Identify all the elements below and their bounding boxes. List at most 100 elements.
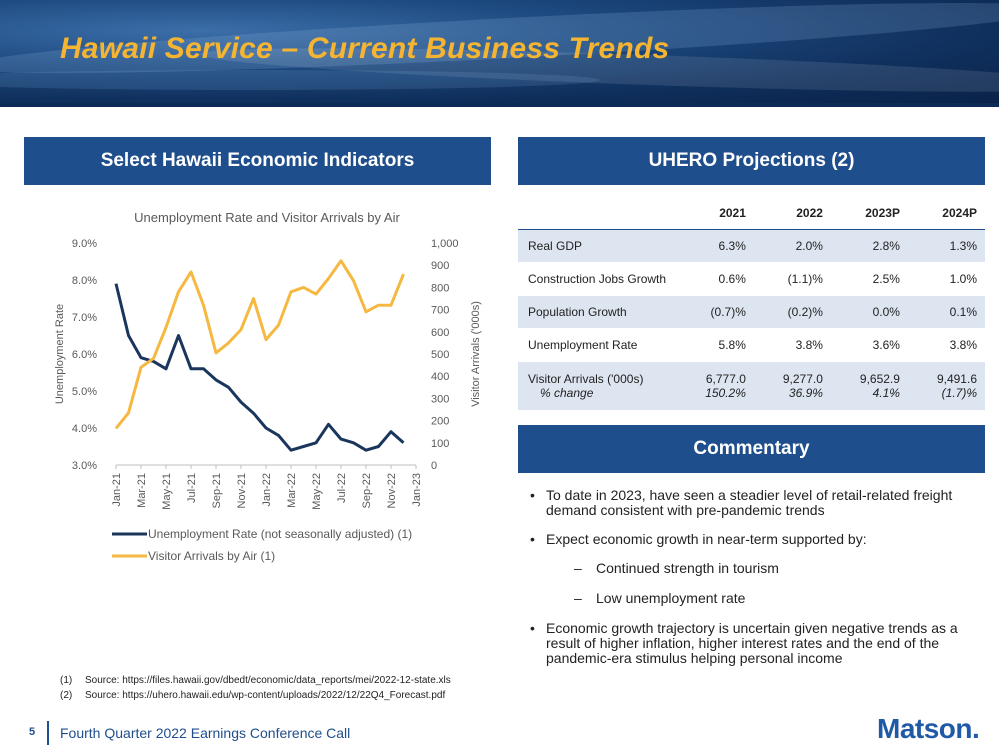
visitor-arrivals-line bbox=[114, 259, 405, 430]
list-item: • To date in 2023, have seen a steadier … bbox=[530, 487, 953, 518]
x-tick-label: Nov-22 bbox=[386, 473, 398, 508]
table-row: Visitor Arrivals ('000s) % change 6,777.… bbox=[518, 361, 985, 411]
x-tick-label: Jan-22 bbox=[261, 473, 273, 507]
legend-label-visitor: Visitor Arrivals by Air (1) bbox=[148, 549, 275, 563]
header-banner bbox=[0, 0, 999, 103]
footer-divider bbox=[47, 721, 49, 745]
y-tick-label-right: 100 bbox=[431, 438, 449, 450]
x-tick-label: Jan-21 bbox=[111, 473, 123, 507]
row-label: Unemployment Rate bbox=[518, 328, 676, 362]
list-item: • Economic growth trajectory is uncertai… bbox=[530, 620, 958, 666]
y-tick-label-right: 900 bbox=[431, 260, 449, 272]
cell: 2.5% bbox=[830, 262, 908, 296]
y-tick-label-left: 7.0% bbox=[72, 312, 97, 324]
page-number: 5 bbox=[29, 726, 36, 738]
row-label: Construction Jobs Growth bbox=[518, 262, 676, 296]
x-tick-label: Sep-22 bbox=[361, 473, 373, 508]
cell: 0.0% bbox=[830, 295, 908, 329]
cell: 1.0% bbox=[907, 262, 985, 296]
x-tick-label: Mar-21 bbox=[136, 473, 148, 508]
bullet: • bbox=[530, 487, 535, 503]
cell: 9,491.6 (1.7)% bbox=[907, 361, 985, 411]
table-row: Real GDP 6.3% 2.0% 2.8% 1.3% bbox=[518, 229, 985, 263]
x-tick-label: Jul-21 bbox=[186, 473, 198, 503]
dash: – bbox=[574, 590, 582, 606]
y-tick-label-right: 600 bbox=[431, 327, 449, 339]
matson-logo: Matson. bbox=[877, 713, 980, 744]
cell: 0.1% bbox=[907, 295, 985, 329]
cell: 3.8% bbox=[753, 328, 831, 362]
cell: 1.3% bbox=[907, 229, 985, 263]
bullet: • bbox=[530, 620, 535, 636]
unemployment-rate-line bbox=[114, 283, 405, 452]
economic-indicators-chart: Unemployment Rate and Visitor Arrivals b… bbox=[54, 210, 482, 563]
indicators-heading: Select Hawaii Economic Indicators bbox=[24, 137, 491, 185]
row-label-main: Visitor Arrivals ('000s) bbox=[528, 372, 644, 386]
note: (1) Source: https://files.hawaii.gov/dbed… bbox=[60, 675, 451, 686]
cell: (1.1)% bbox=[753, 262, 831, 296]
header-2021: 2021 bbox=[676, 197, 754, 230]
commentary-heading: Commentary bbox=[518, 425, 985, 473]
source-notes: (1) Source: https://files.hawaii.gov/dbed… bbox=[60, 673, 451, 703]
y-tick-label-right: 300 bbox=[431, 393, 449, 405]
y-tick-label-left: 6.0% bbox=[72, 349, 97, 361]
y-tick-label-left: 4.0% bbox=[72, 423, 97, 435]
cell: (0.2)% bbox=[753, 295, 831, 329]
header-2022: 2022 bbox=[753, 197, 831, 230]
table-row: Unemployment Rate 5.8% 3.8% 3.6% 3.8% bbox=[518, 328, 985, 362]
table-row: Population Growth (0.7)% (0.2)% 0.0% 0.1… bbox=[518, 295, 985, 329]
x-tick-label: Jul-22 bbox=[336, 473, 348, 503]
y-tick-label-right: 800 bbox=[431, 282, 449, 294]
header-2023p: 2023P bbox=[830, 197, 908, 230]
x-tick-label: Jan-23 bbox=[411, 473, 423, 507]
header-2024p: 2024P bbox=[907, 197, 985, 230]
list-item: • Expect economic growth in near-term su… bbox=[530, 531, 867, 547]
row-sublabel: % change bbox=[540, 386, 594, 400]
x-tick-label: May-21 bbox=[161, 473, 173, 510]
cell: 9,277.0 36.9% bbox=[753, 361, 831, 411]
y-tick-label-right: 500 bbox=[431, 349, 449, 361]
table-row: Construction Jobs Growth 0.6% (1.1)% 2.5… bbox=[518, 262, 985, 296]
x-tick-label: May-22 bbox=[311, 473, 323, 510]
header-blank bbox=[518, 197, 676, 230]
commentary-list: • To date in 2023, have seen a steadier … bbox=[530, 488, 970, 680]
footer-text: Fourth Quarter 2022 Earnings Conference … bbox=[60, 725, 351, 741]
cell: 9,652.9 4.1% bbox=[830, 361, 908, 411]
row-label: Visitor Arrivals ('000s) % change bbox=[518, 361, 676, 411]
y-tick-label-right: 400 bbox=[431, 371, 449, 383]
row-label: Real GDP bbox=[518, 229, 676, 263]
chart-title: Unemployment Rate and Visitor Arrivals b… bbox=[134, 210, 400, 225]
y-axis-right-label: Visitor Arrivals ('000s) bbox=[470, 301, 482, 407]
x-tick-label: Nov-21 bbox=[236, 473, 248, 508]
x-tick-label: Sep-21 bbox=[211, 473, 223, 508]
cell: 6,777.0 150.2% bbox=[676, 361, 754, 411]
cell: 3.8% bbox=[907, 328, 985, 362]
dash: – bbox=[574, 560, 582, 576]
projections-heading: UHERO Projections (2) bbox=[518, 137, 985, 185]
cell: (0.7)% bbox=[676, 295, 754, 329]
projections-table: 2021 2022 2023P 2024P Real GDP 6.3% 2.0%… bbox=[518, 197, 985, 411]
page-title: Hawaii Service – Current Business Trends bbox=[60, 32, 670, 65]
note: (2) Source: https://uhero.hawaii.edu/wp-c… bbox=[60, 690, 446, 701]
cell: 2.0% bbox=[753, 229, 831, 263]
y-tick-label-left: 8.0% bbox=[72, 275, 97, 287]
sub-list-item: – Continued strength in tourism bbox=[574, 560, 779, 576]
x-tick-label: Mar-22 bbox=[286, 473, 298, 508]
cell: 6.3% bbox=[676, 229, 754, 263]
y-tick-label-right: 0 bbox=[431, 460, 437, 472]
y-tick-label-right: 200 bbox=[431, 416, 449, 428]
bullet: • bbox=[530, 531, 535, 547]
cell: 5.8% bbox=[676, 328, 754, 362]
y-tick-label-left: 3.0% bbox=[72, 460, 97, 472]
legend-label-unemployment: Unemployment Rate (not seasonally adjust… bbox=[148, 527, 412, 541]
projections-header-row: 2021 2022 2023P 2024P bbox=[518, 197, 985, 230]
cell: 2.8% bbox=[830, 229, 908, 263]
y-tick-label-left: 9.0% bbox=[72, 238, 97, 250]
y-tick-label-left: 5.0% bbox=[72, 386, 97, 398]
header-divider bbox=[0, 103, 999, 107]
y-axis-left-label: Unemployment Rate bbox=[54, 304, 66, 404]
row-label: Population Growth bbox=[518, 295, 676, 329]
y-tick-label-right: 700 bbox=[431, 305, 449, 317]
cell: 0.6% bbox=[676, 262, 754, 296]
sub-list-item: – Low unemployment rate bbox=[574, 590, 746, 606]
